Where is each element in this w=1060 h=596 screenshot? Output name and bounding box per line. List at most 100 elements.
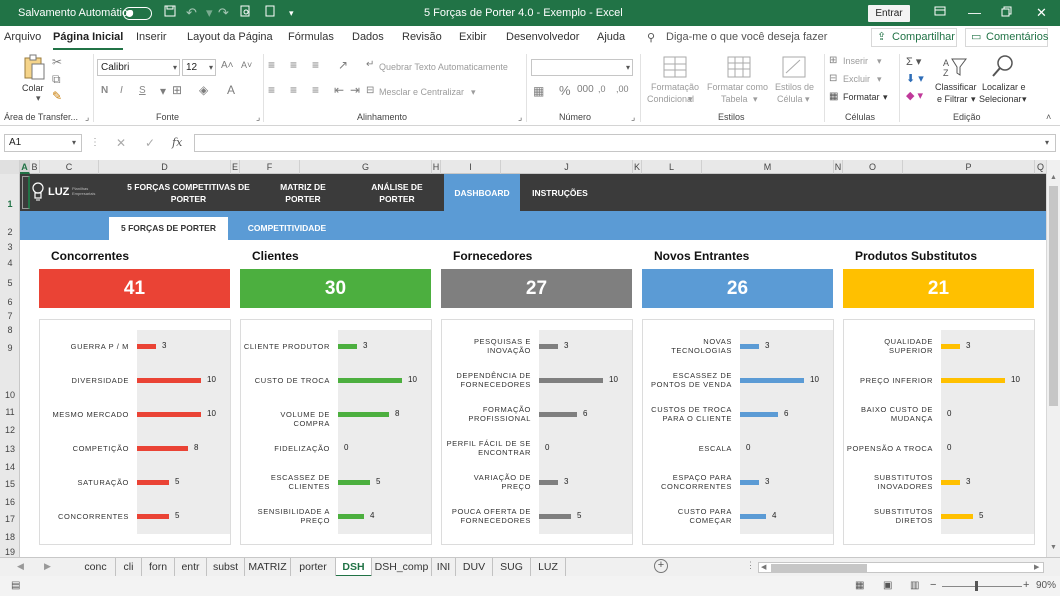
- cell-styles-dropdown[interactable]: ▾: [805, 94, 810, 104]
- menu-formulas[interactable]: Fórmulas: [288, 31, 334, 43]
- clear-icon[interactable]: ◆ ▾: [906, 90, 924, 102]
- shrink-font-icon[interactable]: A˅: [241, 60, 253, 70]
- undo-dropdown-icon[interactable]: ▾: [206, 5, 213, 20]
- row-header-1[interactable]: 1: [7, 199, 13, 209]
- merge-center-button[interactable]: Mesclar e Centralizar: [379, 87, 465, 97]
- expand-formula-icon[interactable]: ▾: [1045, 138, 1050, 147]
- menu-dados[interactable]: Dados: [352, 31, 384, 43]
- col-header-f[interactable]: F: [240, 160, 300, 174]
- vertical-scrollbar[interactable]: ▲ ▼: [1046, 160, 1060, 557]
- row-header-13[interactable]: 13: [4, 444, 15, 454]
- worksheet-grid[interactable]: LUZ Planilhas Empresariais 5 FORÇAS COMP…: [20, 174, 1046, 557]
- underline-dropdown-icon[interactable]: ▾: [160, 84, 167, 98]
- sheet-tab-duv[interactable]: DUV: [456, 558, 493, 577]
- print-preview-icon[interactable]: [239, 5, 251, 21]
- zoom-in-icon[interactable]: +: [1023, 579, 1030, 591]
- menu-revisao[interactable]: Revisão: [402, 31, 442, 43]
- format-table-label-1[interactable]: Formatar como: [707, 82, 769, 92]
- row-header-5[interactable]: 5: [7, 278, 13, 288]
- cell-styles-label-2[interactable]: Célula: [777, 94, 803, 104]
- cell-styles-label-1[interactable]: Estilos de: [775, 82, 815, 92]
- col-header-i[interactable]: I: [441, 160, 501, 174]
- page-break-view-icon[interactable]: ▥: [910, 580, 920, 591]
- menu-exibir[interactable]: Exibir: [459, 31, 487, 43]
- col-header-n[interactable]: N: [834, 160, 843, 174]
- menu-pagina-inicial[interactable]: Página Inicial: [53, 31, 124, 50]
- zoom-slider-handle[interactable]: [975, 581, 978, 591]
- sheet-tab-cli[interactable]: cli: [116, 558, 142, 577]
- cut-icon[interactable]: ✂: [52, 55, 63, 69]
- tab-scroll-right-icon[interactable]: ▶: [44, 561, 51, 571]
- col-header-a[interactable]: A: [20, 160, 30, 174]
- customize-toolbar-icon[interactable]: ▾: [289, 8, 294, 18]
- font-launcher-icon[interactable]: ⌟: [256, 112, 261, 122]
- horizontal-scrollbar[interactable]: ◀ ▶: [758, 562, 1044, 573]
- row-header-18[interactable]: 18: [4, 532, 15, 542]
- scroll-up-icon[interactable]: ▲: [1050, 174, 1057, 181]
- col-header-e[interactable]: E: [231, 160, 240, 174]
- zoom-slider[interactable]: [942, 586, 1022, 587]
- grow-font-icon[interactable]: A˄: [221, 60, 234, 71]
- paste-icon[interactable]: [22, 54, 46, 80]
- italic-button[interactable]: I: [120, 85, 123, 96]
- nav-matriz[interactable]: MATRIZ DE PORTER: [280, 181, 326, 204]
- cancel-entry-icon[interactable]: ✕: [116, 136, 127, 150]
- merge-dropdown-icon[interactable]: ▾: [471, 87, 476, 97]
- formula-input[interactable]: [194, 134, 1056, 152]
- vertical-scroll-thumb[interactable]: [1049, 186, 1058, 406]
- autosum-icon[interactable]: Σ ▾: [906, 56, 922, 68]
- menu-arquivo[interactable]: Arquivo: [4, 31, 42, 43]
- align-middle-icon[interactable]: ≡: [290, 58, 298, 72]
- new-sheet-icon[interactable]: +: [654, 559, 668, 573]
- font-size-combo[interactable]: 12: [182, 59, 216, 76]
- macro-recording-icon[interactable]: ▤: [11, 580, 21, 591]
- percent-icon[interactable]: %: [559, 83, 571, 98]
- name-box-dropdown-icon[interactable]: ▾: [72, 138, 77, 147]
- collapse-ribbon-icon[interactable]: ˄: [1046, 112, 1052, 122]
- sheet-tab-matriz[interactable]: MATRIZ: [245, 558, 291, 577]
- fill-color-icon[interactable]: ◈: [199, 83, 209, 97]
- fill-icon[interactable]: ⬇ ▾: [906, 73, 924, 85]
- comma-style-icon[interactable]: 000: [577, 84, 594, 95]
- signin-button[interactable]: Entrar: [868, 5, 910, 22]
- menu-desenvolvedor[interactable]: Desenvolvedor: [506, 31, 580, 43]
- increase-indent-icon[interactable]: ⇥: [350, 83, 361, 97]
- sheet-tab-entr[interactable]: entr: [175, 558, 207, 577]
- sort-filter-label-1[interactable]: Classificar: [935, 82, 977, 92]
- share-button[interactable]: ⇪ Compartilhar: [871, 28, 957, 47]
- scroll-right-icon[interactable]: ▶: [1034, 564, 1040, 571]
- row-header-11[interactable]: 11: [5, 407, 15, 417]
- align-center-icon[interactable]: ≡: [290, 83, 298, 97]
- format-table-dropdown[interactable]: ▾: [753, 94, 758, 104]
- ribbon-display-icon[interactable]: [934, 5, 946, 21]
- menu-inserir[interactable]: Inserir: [136, 31, 167, 43]
- undo-icon[interactable]: ↶: [186, 5, 197, 20]
- insert-dropdown[interactable]: ▾: [877, 56, 882, 66]
- format-table-label-2[interactable]: Tabela: [721, 94, 748, 104]
- find-select-dropdown[interactable]: ▾: [1022, 94, 1027, 104]
- confirm-entry-icon[interactable]: ✓: [145, 136, 156, 150]
- conditional-format-dropdown[interactable]: ▾: [688, 94, 693, 104]
- align-bottom-icon[interactable]: ≡: [312, 58, 320, 72]
- format-table-icon[interactable]: [727, 56, 751, 81]
- conditional-format-label-2[interactable]: Condicional: [647, 94, 695, 104]
- col-header-b[interactable]: B: [30, 160, 40, 174]
- sort-filter-label-2[interactable]: e Filtrar: [937, 94, 968, 104]
- row-header-2[interactable]: 2: [7, 227, 13, 237]
- menu-layout[interactable]: Layout da Página: [187, 31, 273, 43]
- row-header-8[interactable]: 8: [7, 325, 13, 335]
- nav-instrucoes[interactable]: INSTRUÇÕES: [532, 187, 588, 198]
- sort-filter-dropdown[interactable]: ▾: [971, 94, 976, 104]
- wrap-text-button[interactable]: Quebrar Texto Automaticamente: [379, 62, 508, 72]
- insert-function-icon[interactable]: fx: [172, 136, 183, 149]
- sheet-tab-conc[interactable]: conc: [76, 558, 116, 577]
- row-header-12[interactable]: 12: [4, 425, 15, 435]
- font-name-combo[interactable]: Calibri: [97, 59, 180, 76]
- sheet-tab-luz[interactable]: LUZ: [531, 558, 566, 577]
- accounting-format-icon[interactable]: ▦: [533, 84, 545, 98]
- tab-scroll-left-icon[interactable]: ◀: [17, 561, 24, 571]
- sheet-tab-subst[interactable]: subst: [207, 558, 245, 577]
- underline-button[interactable]: S: [139, 85, 146, 96]
- delete-dropdown[interactable]: ▾: [877, 74, 882, 84]
